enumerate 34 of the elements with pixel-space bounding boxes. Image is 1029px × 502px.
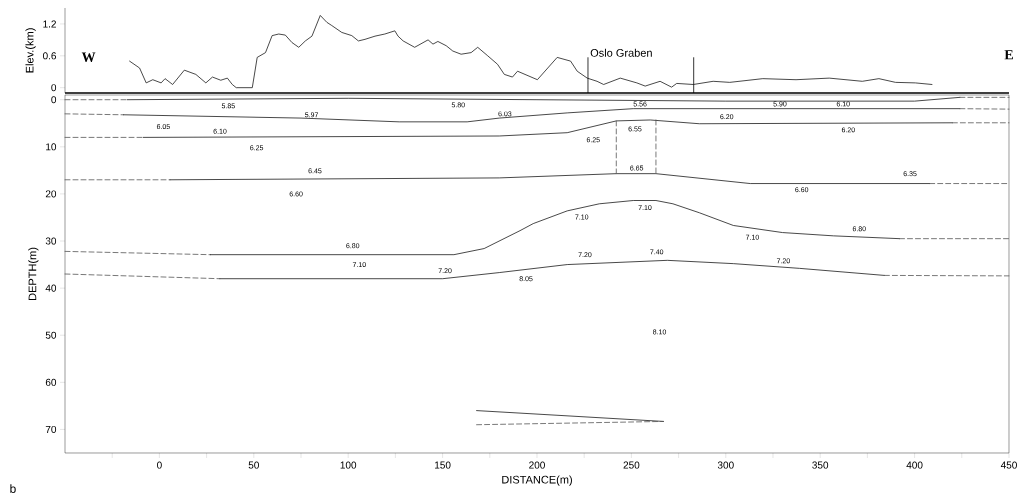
y-tick-label: 40 xyxy=(45,284,57,292)
y-axis-title: Elev.(km) xyxy=(25,28,36,73)
x-tick-label: 250 xyxy=(623,461,640,469)
x-tick-label: 400 xyxy=(906,461,923,469)
x-tick-label: 50 xyxy=(248,461,259,469)
y-tick-label: 30 xyxy=(45,237,57,245)
y-tick-label: 1.2 xyxy=(43,20,56,28)
x-tick-label: 200 xyxy=(529,461,545,469)
text: b xyxy=(10,484,16,493)
line-series xyxy=(142,119,953,138)
line-series xyxy=(219,259,885,280)
y-axis-title: DEPTH(m) xyxy=(28,247,39,300)
y-tick-label: 50 xyxy=(45,331,57,339)
ref-line-label: Oslo Graben xyxy=(590,48,652,57)
y-tick-label: 60 xyxy=(45,378,57,386)
x-tick-label: 150 xyxy=(435,461,451,469)
y-tick-label: 0 xyxy=(51,96,57,104)
line-series xyxy=(169,173,931,184)
line-series xyxy=(129,15,933,89)
y-tick-label: 70 xyxy=(45,425,57,433)
x-tick-label: 350 xyxy=(812,461,829,469)
y-tick-label: 0.6 xyxy=(42,52,57,60)
x-tick-label: 450 xyxy=(1000,461,1017,469)
x-tick-label: 100 xyxy=(340,461,357,469)
annotation: W xyxy=(81,52,96,62)
x-axis-title: DISTANCE(m) xyxy=(502,475,572,486)
x-tick-label: 0 xyxy=(157,461,162,469)
line-series xyxy=(123,108,961,123)
line-series xyxy=(209,200,900,256)
y-tick-label: 20 xyxy=(45,190,57,198)
x-tick-label: 300 xyxy=(717,461,734,469)
y-tick-label: 10 xyxy=(46,143,57,151)
y-tick-label: 0 xyxy=(51,84,57,92)
annotation: E xyxy=(1004,50,1013,60)
